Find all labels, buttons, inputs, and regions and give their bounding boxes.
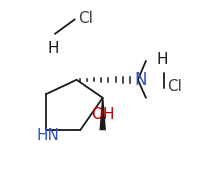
Text: OH: OH [91,107,115,122]
Text: HN: HN [36,128,59,143]
Text: Cl: Cl [168,79,182,94]
Text: H: H [156,52,168,67]
Text: H: H [47,41,59,56]
Text: N: N [134,71,147,89]
Text: Cl: Cl [78,11,93,26]
Polygon shape [99,98,106,130]
